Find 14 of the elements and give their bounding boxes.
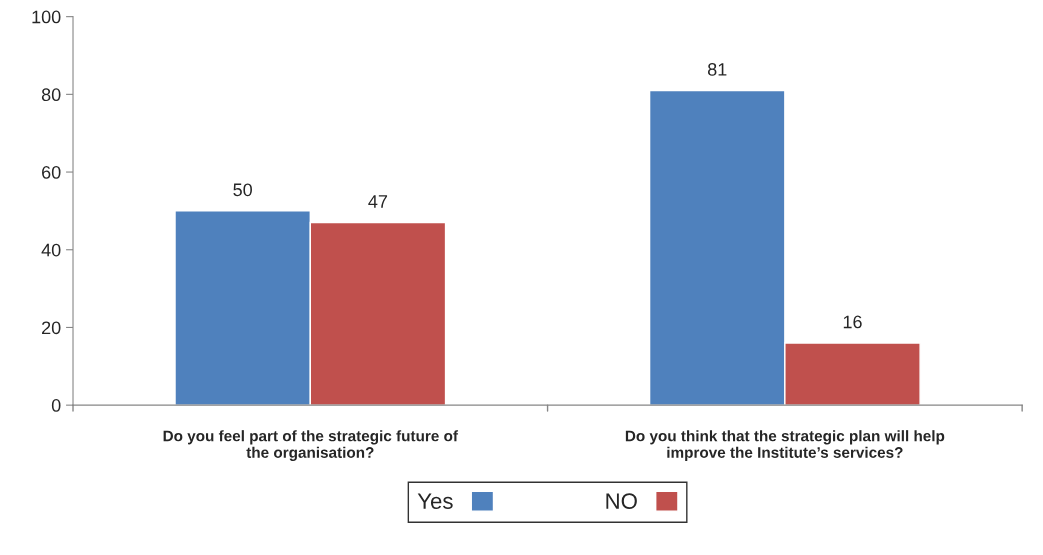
x-tick-label: Do you think that the strategic plan will help improve the Institute’s services? bbox=[625, 430, 945, 461]
y-tick-label: 0 bbox=[51, 399, 61, 412]
y-tick-label: 40 bbox=[41, 243, 61, 257]
data-label: 81 bbox=[707, 63, 727, 76]
y-tick-label: 80 bbox=[41, 88, 61, 102]
data-label: 47 bbox=[368, 195, 388, 208]
y-tick-label: 100 bbox=[32, 10, 61, 24]
data-label: 50 bbox=[233, 183, 252, 197]
y-tick-label: 60 bbox=[42, 165, 61, 179]
legend-label: NO bbox=[606, 493, 637, 509]
x-tick-label: Do you feel part of the strategic future of the organisation? bbox=[163, 430, 459, 461]
y-tick-label: 20 bbox=[42, 321, 61, 335]
legend-label: Yes bbox=[417, 493, 453, 509]
data-label: 16 bbox=[843, 315, 862, 329]
